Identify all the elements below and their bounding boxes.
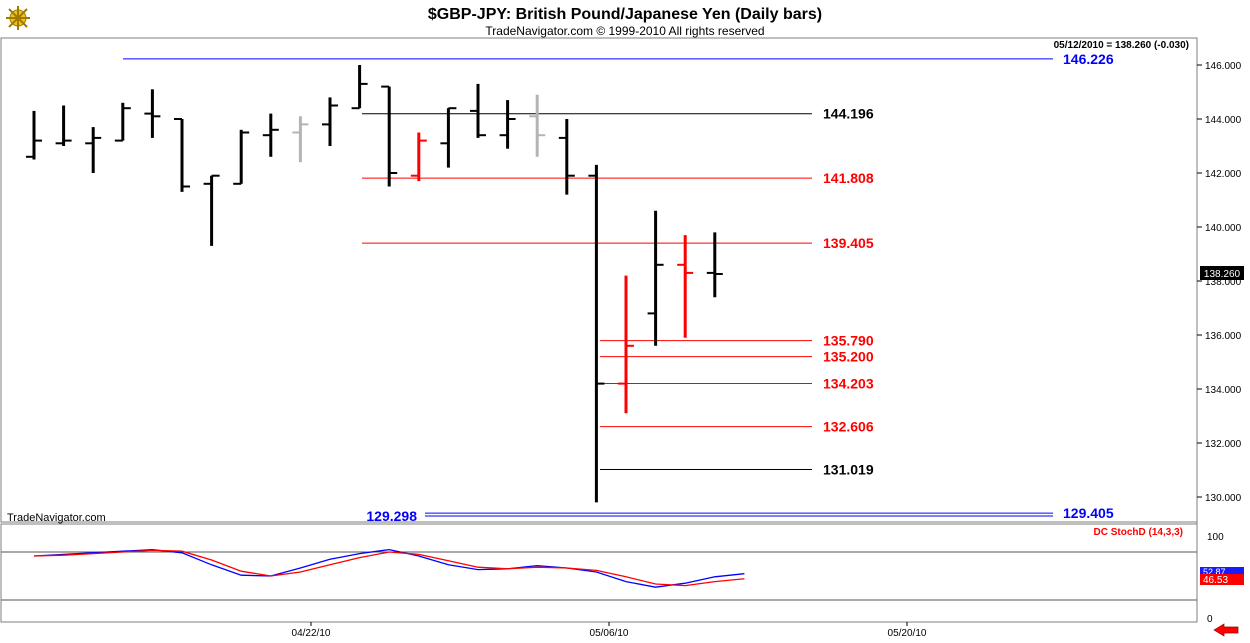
level-label: 131.019 [823,461,874,477]
ohlc-bar [26,110,42,160]
date-tick-label: 05/20/10 [888,628,927,639]
date-axis: 04/22/10 05/06/10 05/20/10 [1,621,1197,639]
ohlc-bar [529,94,546,157]
ohlc-bar [351,65,368,110]
ohlc-bar [558,119,575,195]
current-price-label: 138.260 [1204,269,1241,280]
copyright-text: TradeNavigator.com © 1999-2010 All right… [485,24,764,38]
stoch-series-line [33,549,745,587]
level-label: 129.405 [1063,505,1114,521]
ohlc-bar [292,116,309,163]
ohlc-bar [322,97,338,146]
header: $GBP-JPY: British Pound/Japanese Yen (Da… [6,6,822,38]
ohlc-bar [262,113,279,157]
price-tick-label: 146.000 [1205,61,1242,72]
price-axis: 130.000 132.000 134.000 136.000 138.000 140.0… [1197,61,1242,504]
ohlc-bar [647,210,664,346]
level-label: 135.790 [823,333,874,349]
current-price-badge [1200,266,1244,280]
price-tick-label: 130.000 [1205,493,1242,504]
ohlc-bar [618,275,634,414]
ohlc-bar [174,118,190,192]
level-lines: 146.226 144.196 141.808 139.405 135.790135.2… [123,51,1114,524]
price-tick-label: 136.000 [1205,331,1242,342]
stoch-d-value: 46.53 [1203,575,1228,586]
ohlc-bar [114,102,131,142]
red-left-arrow-icon[interactable] [1213,623,1239,637]
price-tick-label: 142.000 [1205,169,1242,180]
level-label: 135.200 [823,349,874,365]
stoch-tick-label: 0 [1207,614,1213,625]
stoch-k-value: 52.87 [1203,567,1226,577]
ship-wheel-icon[interactable] [6,6,30,30]
stoch-d-badge [1200,574,1244,585]
ohlc-bar [85,127,102,173]
price-tick-label: 134.000 [1205,385,1242,396]
price-bars [26,65,723,503]
price-tick-label: 138.000 [1205,277,1242,288]
ohlc-bar [440,107,457,168]
ohlc-bar [410,132,427,182]
ohlc-bar [144,89,161,138]
stoch-tick-label: 100 [1207,532,1224,543]
ohlc-bar [381,85,398,187]
ohlc-bar [677,235,694,338]
level-label: 134.203 [823,376,874,392]
level-label: 146.226 [1063,51,1114,67]
level-label: 129.298 [366,508,417,524]
ohlc-bar [706,232,723,298]
stoch-k-badge [1200,567,1244,576]
level-label: 139.405 [823,235,874,251]
ohlc-bar [588,164,605,503]
level-label: 132.606 [823,419,874,435]
ohlc-bar [203,174,220,246]
price-tick-label: 132.000 [1205,439,1242,450]
date-tick-label: 05/06/10 [590,628,629,639]
stochastic-title: DC StochD (14,3,3) [1094,527,1183,538]
ohlc-bar [499,100,516,149]
ohlc-bar [55,105,72,146]
stoch-series-line [33,548,745,588]
price-tick-label: 144.000 [1205,115,1242,126]
chart-title: $GBP-JPY: British Pound/Japanese Yen (Da… [428,6,822,23]
price-panel [0,37,1198,523]
price-tick-label: 140.000 [1205,223,1242,234]
level-label: 144.196 [823,106,874,122]
watermark-text: TradeNavigator.com [7,512,106,524]
level-label: 141.808 [823,170,874,186]
date-tick-label: 04/22/10 [292,628,331,639]
last-quote-text: 05/12/2010 = 138.260 (-0.030) [1054,40,1189,51]
ohlc-bar [233,129,250,185]
ohlc-bar [470,83,486,138]
